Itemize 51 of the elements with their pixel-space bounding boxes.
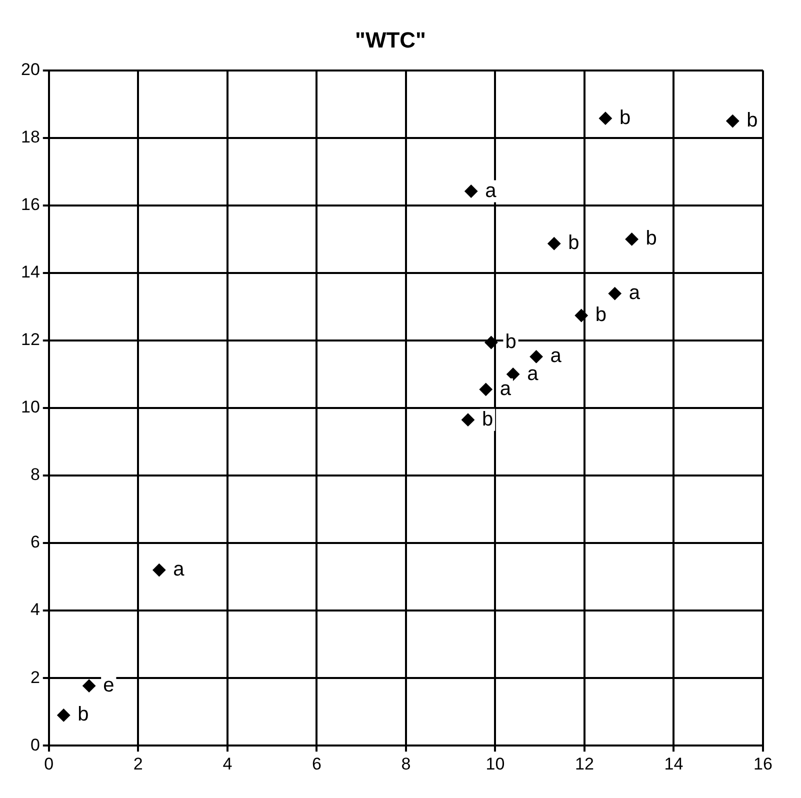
x-tick-label: 6: [312, 754, 322, 774]
point: [726, 114, 740, 128]
point: [82, 679, 96, 692]
point: [484, 336, 498, 350]
point: [461, 413, 474, 426]
point: [625, 232, 638, 246]
y-tick-label: 6: [30, 532, 40, 552]
y-tick-label: 12: [20, 330, 40, 350]
y-tick-label: 2: [30, 668, 40, 687]
y-tick-label: 14: [20, 262, 40, 282]
annotation: a: [485, 180, 498, 202]
annotation: e: [103, 674, 114, 696]
annotation: b: [619, 106, 631, 129]
x-tick-label: 14: [664, 754, 684, 774]
x-tick-label: 10: [486, 754, 505, 774]
point: [152, 564, 166, 577]
x-tick-label: 4: [222, 754, 232, 774]
point: [479, 382, 492, 396]
y-tick-label: 8: [30, 465, 40, 484]
annotation: b: [646, 228, 657, 250]
annotation: a: [500, 378, 512, 400]
annotation: b: [595, 304, 606, 326]
point: [506, 368, 520, 381]
point: [608, 287, 622, 300]
point: [574, 309, 588, 322]
point: [598, 112, 612, 125]
annotation: a: [173, 558, 186, 581]
y-tick-label: 16: [20, 195, 40, 214]
chart-title: "WTC": [355, 27, 426, 52]
x-tick-label: 2: [133, 754, 143, 774]
point: [548, 237, 561, 250]
x-tick-label: 12: [575, 754, 594, 774]
annotation: a: [550, 345, 562, 368]
annotation: b: [568, 232, 580, 254]
y-tick-label: 20: [20, 60, 40, 80]
annotation: b: [78, 704, 89, 726]
annotation: b: [482, 408, 494, 430]
point: [530, 350, 543, 364]
annotation: a: [628, 282, 641, 304]
annotation: b: [746, 110, 758, 132]
y-tick-label: 4: [30, 600, 40, 620]
annotation: b: [505, 331, 516, 354]
x-tick-label: 8: [401, 754, 411, 774]
y-tick-label: 0: [30, 735, 40, 754]
annotation: a: [527, 362, 540, 385]
x-tick-label: 0: [44, 754, 54, 774]
point: [57, 708, 70, 722]
x-tick-label: 16: [754, 754, 772, 774]
point: [464, 184, 478, 198]
y-tick-label: 10: [20, 398, 40, 417]
y-tick-label: 18: [20, 128, 40, 147]
